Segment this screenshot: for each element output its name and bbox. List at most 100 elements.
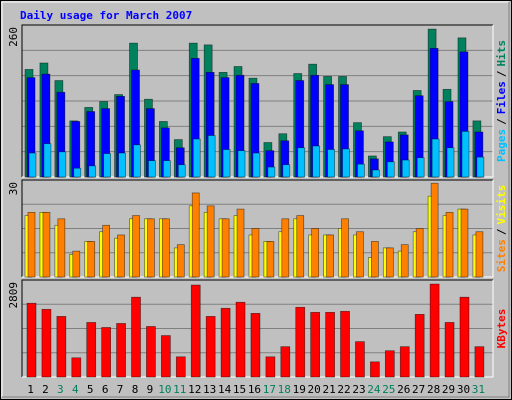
bar	[87, 241, 96, 278]
bar	[415, 228, 424, 278]
bar	[250, 313, 261, 378]
bar	[206, 205, 215, 278]
bar	[267, 166, 276, 178]
legend: KBytes	[495, 309, 508, 349]
bar	[131, 296, 141, 378]
bar	[88, 165, 97, 178]
x-tick-label: 2	[42, 383, 49, 396]
bar	[101, 327, 112, 378]
bar	[73, 167, 82, 178]
bar	[297, 147, 306, 178]
bar	[384, 350, 395, 378]
bar	[372, 169, 380, 178]
bar	[26, 302, 37, 378]
bar	[341, 218, 349, 278]
bar	[118, 152, 126, 178]
bar	[296, 215, 305, 278]
x-tick-label: 10	[158, 383, 171, 396]
x-tick-label: 12	[188, 383, 201, 396]
legend-separator: /	[495, 70, 508, 77]
bar	[326, 234, 334, 278]
x-tick-label: 13	[203, 383, 216, 396]
bar	[311, 228, 320, 278]
bar	[280, 346, 291, 378]
legend-entry: Files	[495, 81, 508, 114]
bar	[161, 335, 171, 378]
bar	[355, 341, 365, 378]
bar	[446, 147, 455, 178]
x-tick-label: 30	[457, 383, 470, 396]
legend: Sites / Visits	[495, 185, 508, 273]
bar	[57, 218, 66, 278]
bar	[476, 156, 485, 178]
bar	[416, 157, 425, 178]
bar	[133, 144, 141, 178]
bar	[28, 152, 37, 178]
bar	[192, 138, 201, 178]
bar	[220, 307, 231, 378]
x-tick-label: 11	[173, 383, 186, 396]
legend-separator: /	[495, 118, 508, 125]
bar	[237, 150, 246, 178]
x-tick-label: 15	[233, 383, 246, 396]
x-tick-label: 8	[132, 383, 139, 396]
x-tick-label: 16	[248, 383, 261, 396]
x-tick-label: 22	[337, 383, 350, 396]
bar	[176, 244, 185, 278]
x-tick-label: 21	[322, 383, 335, 396]
x-tick-label: 26	[397, 383, 410, 396]
bar	[430, 182, 439, 278]
x-tick-label: 31	[472, 383, 485, 396]
bar	[327, 149, 335, 178]
bar	[117, 234, 125, 278]
x-tick-label: 25	[382, 383, 395, 396]
bar	[207, 135, 216, 178]
bar	[295, 306, 306, 378]
bar	[312, 145, 321, 178]
x-tick-label: 29	[442, 383, 455, 396]
x-tick-label: 19	[293, 383, 306, 396]
bar	[56, 316, 67, 378]
bar	[282, 164, 291, 178]
bar	[148, 160, 156, 178]
bar	[58, 151, 67, 178]
bar	[222, 149, 231, 178]
bar	[429, 283, 440, 378]
x-tick-label: 17	[263, 383, 276, 396]
bar	[414, 314, 425, 378]
bar	[401, 159, 410, 178]
bar	[474, 346, 485, 378]
bar	[175, 356, 186, 378]
bar	[71, 357, 82, 378]
bar	[190, 284, 201, 378]
bar	[163, 160, 171, 178]
bar	[399, 346, 410, 378]
x-tick-label: 3	[57, 383, 64, 396]
bar	[475, 231, 484, 278]
bar	[86, 322, 97, 378]
bar	[281, 218, 290, 278]
bar	[325, 311, 335, 378]
y-tick-label: 260	[7, 27, 20, 47]
bar	[162, 218, 170, 278]
legend: Pages / Files / Hits	[495, 40, 508, 162]
x-tick-label: 23	[352, 383, 365, 396]
bar	[236, 208, 245, 278]
x-tick-label: 14	[218, 383, 232, 396]
bar	[444, 322, 455, 378]
bar	[72, 250, 81, 278]
x-tick-label: 7	[117, 383, 124, 396]
bar	[251, 228, 260, 278]
bar	[342, 148, 350, 178]
legend-separator: /	[495, 228, 508, 235]
bar	[221, 218, 230, 278]
x-tick-label: 1	[27, 383, 34, 396]
bar	[461, 131, 470, 178]
bar	[191, 192, 200, 278]
bar	[177, 164, 186, 178]
bar	[431, 138, 440, 178]
x-tick-label: 4	[72, 383, 79, 396]
